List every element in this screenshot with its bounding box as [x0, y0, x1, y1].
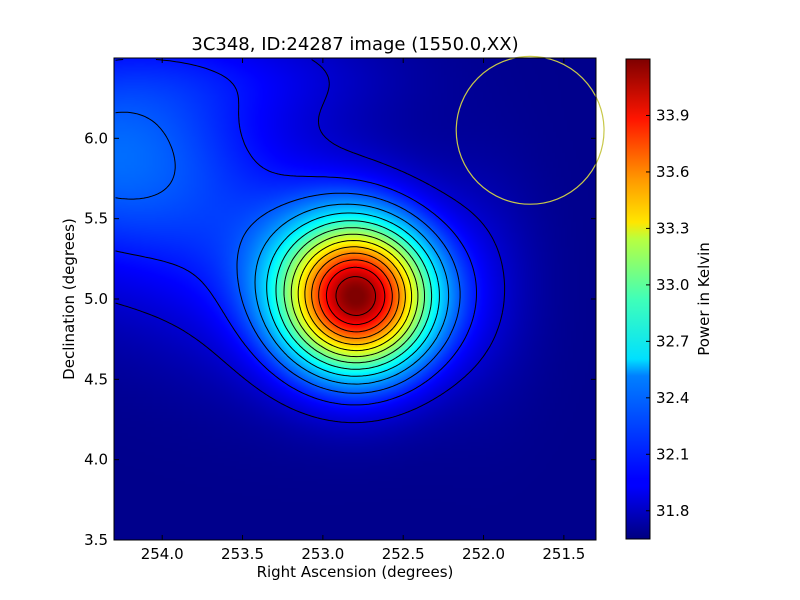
contour-line	[304, 246, 406, 346]
x-tick-label: 251.5	[542, 545, 585, 563]
colorbar-label: Power in Kelvin	[695, 242, 713, 356]
colorbar-tick-label: 33.0	[656, 276, 689, 294]
colorbar-gradient	[626, 59, 650, 539]
y-axis-label: Declination (degrees)	[60, 218, 78, 380]
contour-line	[283, 227, 425, 364]
chart-title: 3C348, ID:24287 image (1550.0,XX)	[191, 34, 518, 55]
contour-line	[254, 203, 450, 385]
y-tick-label: 3.5	[84, 531, 108, 549]
x-tick-label: 254.0	[141, 545, 184, 563]
plot-area: 254.0 253.5 253.0 252.5 252.0 251.5 3.5 4.0 4.5…	[84, 55, 605, 563]
x-axis-ticks: 254.0 253.5 253.0 252.5 252.0 251.5	[141, 58, 585, 563]
colorbar-tick-label: 31.8	[656, 502, 689, 520]
x-tick-label: 252.5	[382, 545, 425, 563]
contour-line	[311, 252, 400, 339]
contour-line	[115, 59, 477, 406]
x-axis-label: Right Ascension (degrees)	[257, 563, 454, 581]
contour-line	[115, 59, 506, 424]
x-tick-label: 253.0	[301, 545, 344, 563]
y-tick-label: 4.0	[84, 451, 108, 469]
y-tick-label: 6.0	[84, 129, 108, 147]
contour-line	[297, 240, 413, 352]
colorbar-tick-label: 33.6	[656, 163, 689, 181]
contour-line	[266, 212, 440, 377]
colorbar-tick-label: 33.9	[656, 106, 689, 124]
y-tick-label: 5.5	[84, 210, 108, 228]
colorbar-ticks: 31.8 32.1 32.4 32.7 33.0 33.3 33.6 33.9	[646, 106, 689, 520]
colorbar: 31.8 32.1 32.4 32.7 33.0 33.3 33.6 33.9 Power i…	[625, 58, 713, 540]
beam-circle	[455, 55, 605, 205]
colorbar-tick-label: 32.7	[656, 332, 689, 350]
y-tick-label: 5.0	[84, 290, 108, 308]
contour-lines	[115, 59, 506, 424]
x-tick-label: 253.5	[221, 545, 264, 563]
y-axis-ticks: 3.5 4.0 4.5 5.0 5.5 6.0	[84, 129, 596, 549]
colorbar-tick-label: 33.3	[656, 219, 689, 237]
colorbar-tick-label: 32.4	[656, 389, 689, 407]
x-tick-label: 252.0	[462, 545, 505, 563]
contour-line	[318, 259, 393, 333]
contour-line	[325, 266, 386, 326]
contour-line	[275, 220, 433, 370]
heatmap-image	[114, 58, 596, 540]
contour-line	[115, 111, 461, 394]
y-tick-label: 4.5	[84, 370, 108, 388]
contour-line	[335, 276, 376, 316]
contour-line	[290, 233, 419, 358]
colorbar-frame	[625, 58, 651, 540]
colorbar-tick-label: 32.1	[656, 445, 689, 463]
